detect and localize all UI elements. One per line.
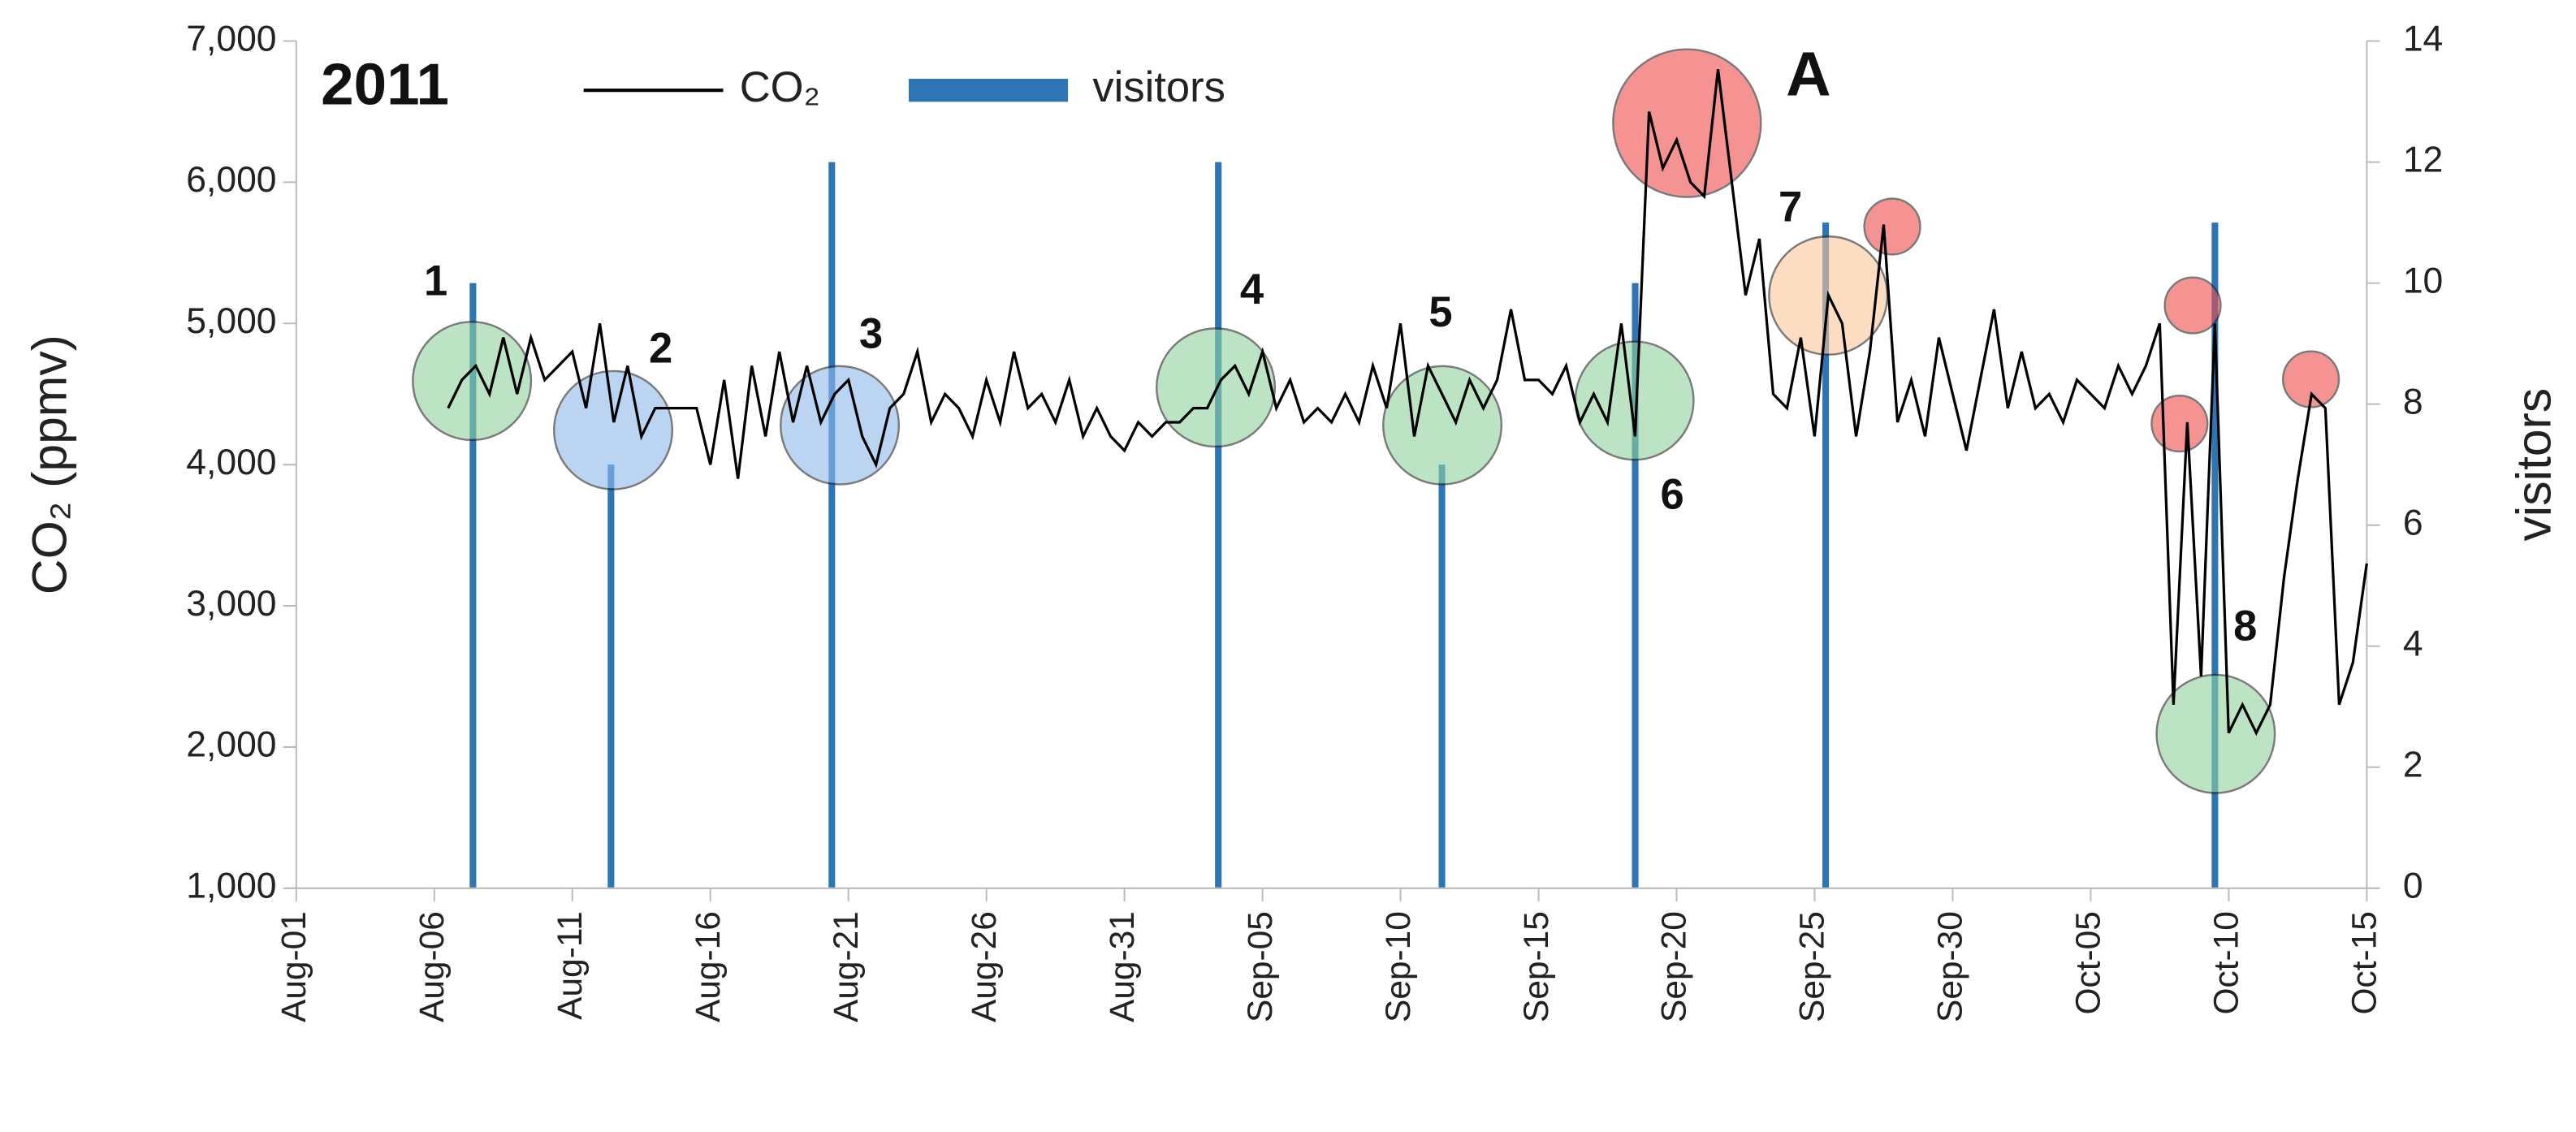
x-tick-label: Aug-26 bbox=[965, 911, 1003, 1022]
visitor-bar bbox=[607, 464, 615, 888]
x-tick-label: Aug-31 bbox=[1103, 911, 1141, 1022]
annotation: 6 bbox=[1660, 471, 1683, 519]
co2-line bbox=[447, 69, 2368, 737]
circle bbox=[1574, 340, 1695, 461]
circle bbox=[412, 321, 533, 442]
y2-tick-label: 12 bbox=[2403, 140, 2443, 179]
y-tick-label: 6,000 bbox=[186, 160, 276, 200]
annotation: 3 bbox=[859, 309, 883, 357]
x-tick-label: Sep-15 bbox=[1517, 911, 1555, 1022]
y2-tick-label: 8 bbox=[2403, 382, 2423, 421]
y-tick-label: 7,000 bbox=[186, 19, 276, 58]
circle bbox=[2150, 395, 2209, 453]
x-tick-label: Sep-30 bbox=[1931, 911, 1969, 1022]
annotation: 5 bbox=[1428, 288, 1452, 336]
y-tick-label: 2,000 bbox=[186, 725, 276, 765]
legend-title: 2011 bbox=[321, 51, 449, 117]
x-tick-label: Aug-21 bbox=[827, 911, 865, 1022]
y2-tick-label: 4 bbox=[2403, 624, 2423, 663]
visitor-bar bbox=[1632, 283, 1639, 888]
x-tick-label: Oct-05 bbox=[2069, 911, 2107, 1014]
x-tick-label: Aug-11 bbox=[551, 911, 589, 1020]
x-tick-label: Aug-16 bbox=[689, 911, 727, 1022]
annotation: 2 bbox=[649, 325, 672, 373]
highlight-circles bbox=[412, 48, 2340, 794]
y2-tick-label: 10 bbox=[2403, 261, 2443, 300]
visitor-bar bbox=[469, 283, 477, 888]
circle bbox=[1612, 48, 1762, 198]
y-tick-label: 3,000 bbox=[186, 584, 276, 624]
circle bbox=[1156, 327, 1277, 448]
legend-swatch bbox=[908, 79, 1069, 102]
y2-tick-label: 14 bbox=[2403, 19, 2443, 58]
circle bbox=[2155, 673, 2276, 794]
circle bbox=[1382, 365, 1503, 486]
annotation: 1 bbox=[424, 257, 447, 305]
circle bbox=[2282, 350, 2340, 408]
y-tick-label: 1,000 bbox=[186, 866, 276, 906]
circle bbox=[2163, 276, 2222, 335]
visitor-bar bbox=[1215, 162, 1222, 888]
annotation: 7 bbox=[1779, 184, 1802, 231]
visitor-bar bbox=[1438, 464, 1446, 888]
visitor-bar bbox=[828, 162, 836, 888]
x-tick-label: Sep-25 bbox=[1793, 911, 1831, 1022]
circle bbox=[553, 369, 674, 490]
legend-label: CO₂ bbox=[740, 63, 820, 111]
y-tick-label: 5,000 bbox=[186, 301, 276, 341]
x-tick-label: Oct-15 bbox=[2345, 911, 2384, 1014]
y2-tick-label: 2 bbox=[2403, 745, 2423, 785]
x-tick-label: Sep-20 bbox=[1655, 911, 1693, 1022]
y2-tick-label: 6 bbox=[2403, 503, 2423, 542]
annotation: A bbox=[1786, 39, 1830, 109]
visitor-bar bbox=[1822, 223, 1830, 888]
x-tick-label: Sep-10 bbox=[1379, 911, 1417, 1022]
circle bbox=[1863, 197, 1921, 256]
circle bbox=[780, 365, 901, 486]
x-tick-label: Aug-06 bbox=[413, 911, 451, 1022]
x-tick-label: Aug-01 bbox=[274, 911, 313, 1022]
visitor-bar bbox=[2211, 223, 2219, 888]
y2-tick-label: 0 bbox=[2403, 866, 2423, 906]
annotation: 4 bbox=[1240, 266, 1264, 313]
y-axis-title: CO₂ (ppmv) bbox=[22, 335, 77, 594]
y-tick-label: 4,000 bbox=[186, 443, 276, 482]
x-tick-label: Oct-10 bbox=[2207, 911, 2245, 1014]
legend-label: visitors bbox=[1092, 63, 1225, 111]
x-tick-label: Sep-05 bbox=[1241, 911, 1279, 1022]
y2-axis-title: visitors bbox=[2506, 388, 2561, 542]
annotation: 8 bbox=[2233, 602, 2257, 650]
